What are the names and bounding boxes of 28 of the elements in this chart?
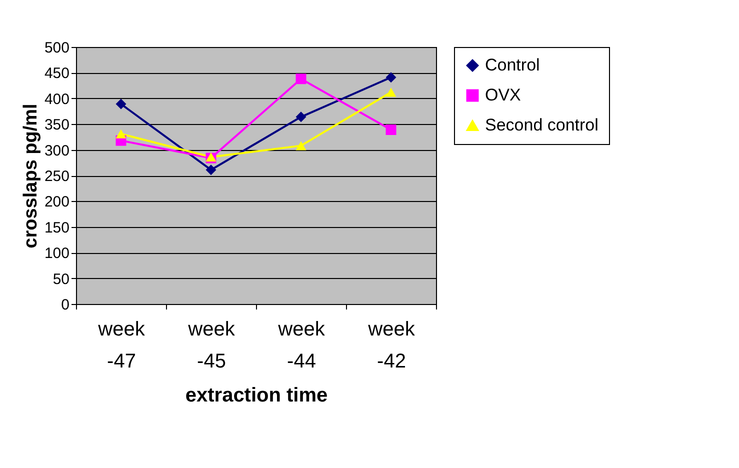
y-tick-label: 500 xyxy=(44,40,70,56)
x-tick-label: week -47 xyxy=(97,318,146,372)
y-tick-label: 100 xyxy=(44,245,70,262)
y-tick-label: 0 xyxy=(61,296,70,314)
point xyxy=(386,72,396,83)
y-tick-label: 400 xyxy=(44,90,70,108)
point xyxy=(116,129,126,138)
legend-label: Second control xyxy=(485,116,598,134)
point xyxy=(206,164,216,176)
point xyxy=(386,124,396,135)
legend-label: OVX xyxy=(485,86,521,104)
legend-label: Control xyxy=(485,56,540,74)
x-tick-label: week -42 xyxy=(367,318,416,372)
y-tick-label: 200 xyxy=(44,194,70,211)
y-tick-label: 450 xyxy=(44,65,70,82)
y-tick-label: 150 xyxy=(44,219,70,236)
point xyxy=(296,112,306,122)
point xyxy=(386,88,396,97)
point xyxy=(296,141,306,150)
point xyxy=(296,74,306,84)
y-tick-label: 300 xyxy=(44,142,70,160)
y-tick-label: 250 xyxy=(44,168,70,185)
x-tick-label: week -44 xyxy=(277,318,326,372)
point xyxy=(116,98,126,110)
y-tick-label: 350 xyxy=(44,116,70,134)
x-axis-title: extraction time xyxy=(185,384,328,406)
y-tick-label: 50 xyxy=(52,270,70,288)
y-axis-title: crosslaps pg/ml xyxy=(20,104,42,248)
